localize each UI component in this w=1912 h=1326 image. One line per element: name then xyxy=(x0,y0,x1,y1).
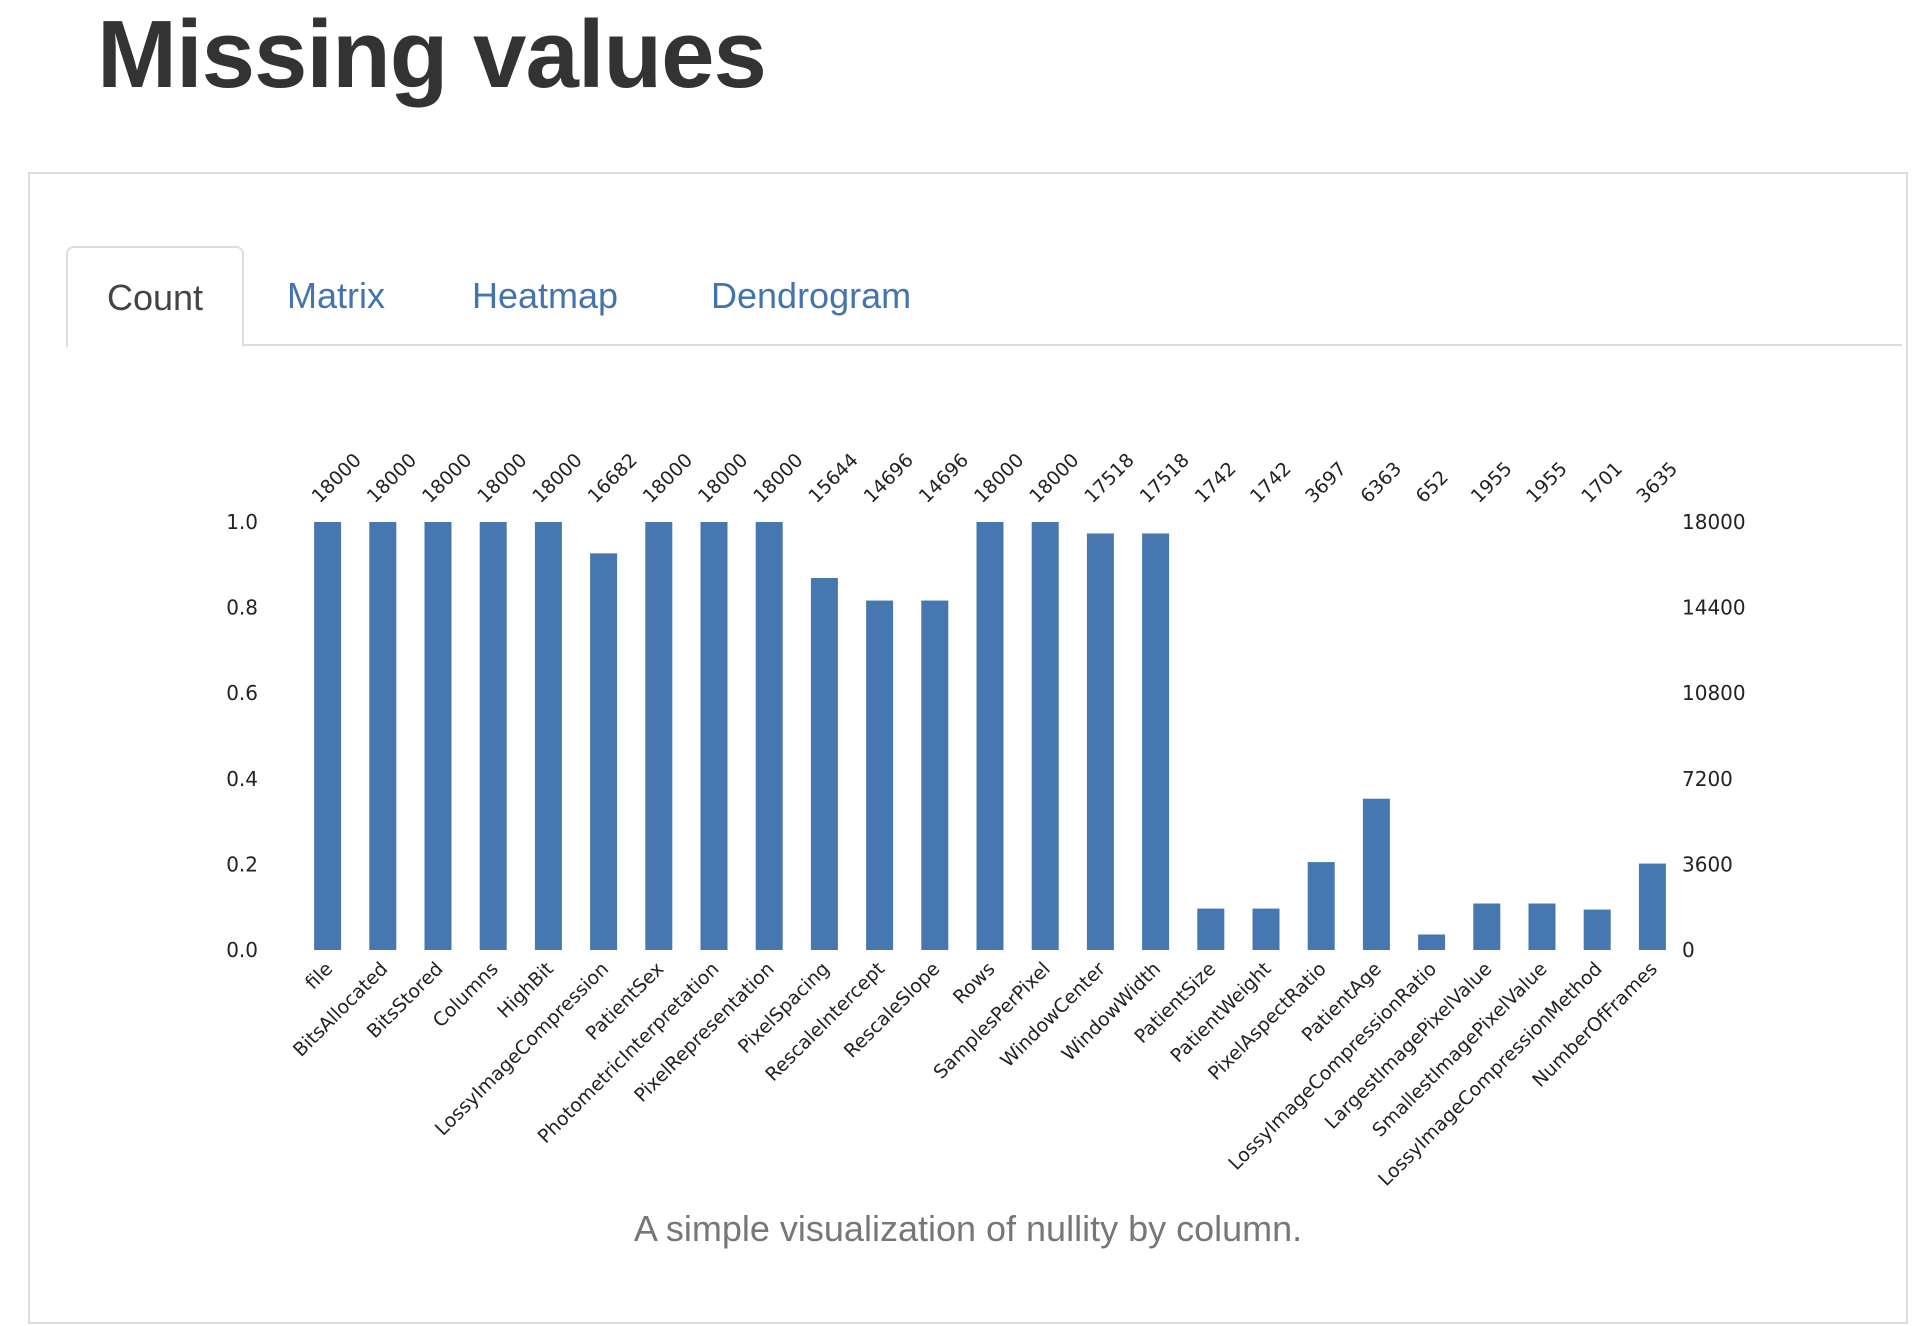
bar-PixelAspectRatio xyxy=(1307,862,1335,950)
right-axis-tick-label: 7200 xyxy=(1682,767,1733,791)
bar-count-label: 14696 xyxy=(915,449,973,507)
bar-count-label: 1742 xyxy=(1191,458,1241,508)
left-axis-tick-label: 0.6 xyxy=(226,681,258,705)
bar-count-label: 17518 xyxy=(1136,449,1194,507)
bar-PatientAge xyxy=(1362,798,1390,950)
bar-count-label: 1955 xyxy=(1467,458,1517,508)
x-tick-label: PatientWeight xyxy=(1166,958,1275,1067)
bar-Rows xyxy=(976,522,1004,950)
bar-count-label: 18000 xyxy=(473,449,531,507)
x-tick-label: RescaleSlope xyxy=(840,958,944,1062)
bar-count-label: 17518 xyxy=(1080,449,1138,507)
bar-BitsAllocated xyxy=(369,522,397,950)
bar-count-label: 3697 xyxy=(1301,458,1351,508)
bar-count-label: 18000 xyxy=(528,449,586,507)
chart-caption: A simple visualization of nullity by col… xyxy=(633,1208,1303,1249)
bar-count-label: 18000 xyxy=(1025,449,1083,507)
right-axis-tick-label: 10800 xyxy=(1682,681,1746,705)
tab-count[interactable]: Count xyxy=(66,246,244,348)
tab-heatmap[interactable]: Heatmap xyxy=(472,275,619,316)
bar-LossyImageCompressionMethod xyxy=(1583,909,1611,950)
left-axis-tick-label: 1.0 xyxy=(226,510,258,534)
right-axis-tick-label: 14400 xyxy=(1682,596,1746,620)
bar-LossyImageCompression xyxy=(590,553,618,950)
left-axis-tick-label: 0.8 xyxy=(226,596,258,620)
left-axis-tick-label: 0.4 xyxy=(226,767,258,791)
bar-count-label: 18000 xyxy=(970,449,1028,507)
left-axis-tick-label: 0.2 xyxy=(226,852,258,876)
bar-PatientSize xyxy=(1197,908,1225,950)
x-tick-label: WindowWidth xyxy=(1058,958,1166,1066)
tab-bar: Count Matrix Heatmap Dendrogram xyxy=(66,246,1902,348)
tab-dendrogram[interactable]: Dendrogram xyxy=(711,275,912,316)
bar-RescaleSlope xyxy=(921,600,949,950)
bar-count-label: 18000 xyxy=(308,449,366,507)
bar-WindowWidth xyxy=(1142,533,1170,950)
bar-Columns xyxy=(479,522,507,950)
bar-count-label: 18000 xyxy=(639,449,697,507)
bar-PatientWeight xyxy=(1252,908,1280,950)
bar-PixelSpacing xyxy=(810,578,838,950)
bar-count-label: 16682 xyxy=(584,449,642,507)
bar-count-label: 18000 xyxy=(418,449,476,507)
x-tick-label: BitsAllocated xyxy=(289,958,392,1061)
missing-values-panel: Count Matrix Heatmap Dendrogram 0.0 0.2 0.… xyxy=(28,172,1908,1324)
bar-file xyxy=(314,522,342,950)
bar-count-label: 6363 xyxy=(1356,458,1406,508)
bar-count-label: 1742 xyxy=(1246,458,1296,508)
bar-count-label: 18000 xyxy=(749,449,807,507)
bar-count-label: 14696 xyxy=(860,449,918,507)
x-tick-label: file xyxy=(301,958,337,994)
left-axis-tick-label: 0.0 xyxy=(226,938,258,962)
right-axis-tick-label: 18000 xyxy=(1682,510,1746,534)
x-tick-label: Rows xyxy=(949,958,1000,1009)
bar-PhotometricInterpretation xyxy=(700,522,728,950)
bar-count-label: 1955 xyxy=(1522,458,1572,508)
bar-HighBit xyxy=(534,522,562,950)
tab-matrix[interactable]: Matrix xyxy=(287,275,385,316)
bar-PixelRepresentation xyxy=(755,522,783,950)
bar-count-label: 15644 xyxy=(804,449,862,507)
bar-SamplesPerPixel xyxy=(1031,522,1059,950)
page-title: Missing values xyxy=(97,1,767,108)
bar-NumberOfFrames xyxy=(1638,863,1666,950)
bar-BitsStored xyxy=(424,522,452,950)
bar-LossyImageCompressionRatio xyxy=(1418,934,1446,950)
right-axis-tick-label: 3600 xyxy=(1682,852,1733,876)
bar-PatientSex xyxy=(645,522,673,950)
bar-RescaleIntercept xyxy=(866,600,894,950)
right-axis-tick-label: 0 xyxy=(1682,938,1695,962)
bar-count-label: 3635 xyxy=(1632,458,1682,508)
bar-count-label: 18000 xyxy=(694,449,752,507)
bar-count-label: 18000 xyxy=(363,449,421,507)
bar-WindowCenter xyxy=(1086,533,1114,950)
bar-LargestImagePixelValue xyxy=(1473,903,1501,950)
bar-count-label: 652 xyxy=(1412,466,1453,507)
nullity-count-chart: 0.0 0.2 0.4 0.6 0.8 1.0 0 3600 7200 10800 14400 180… xyxy=(226,449,1746,1190)
bar-count-label: 1701 xyxy=(1577,458,1627,508)
bar-SmallestImagePixelValue xyxy=(1528,903,1556,950)
